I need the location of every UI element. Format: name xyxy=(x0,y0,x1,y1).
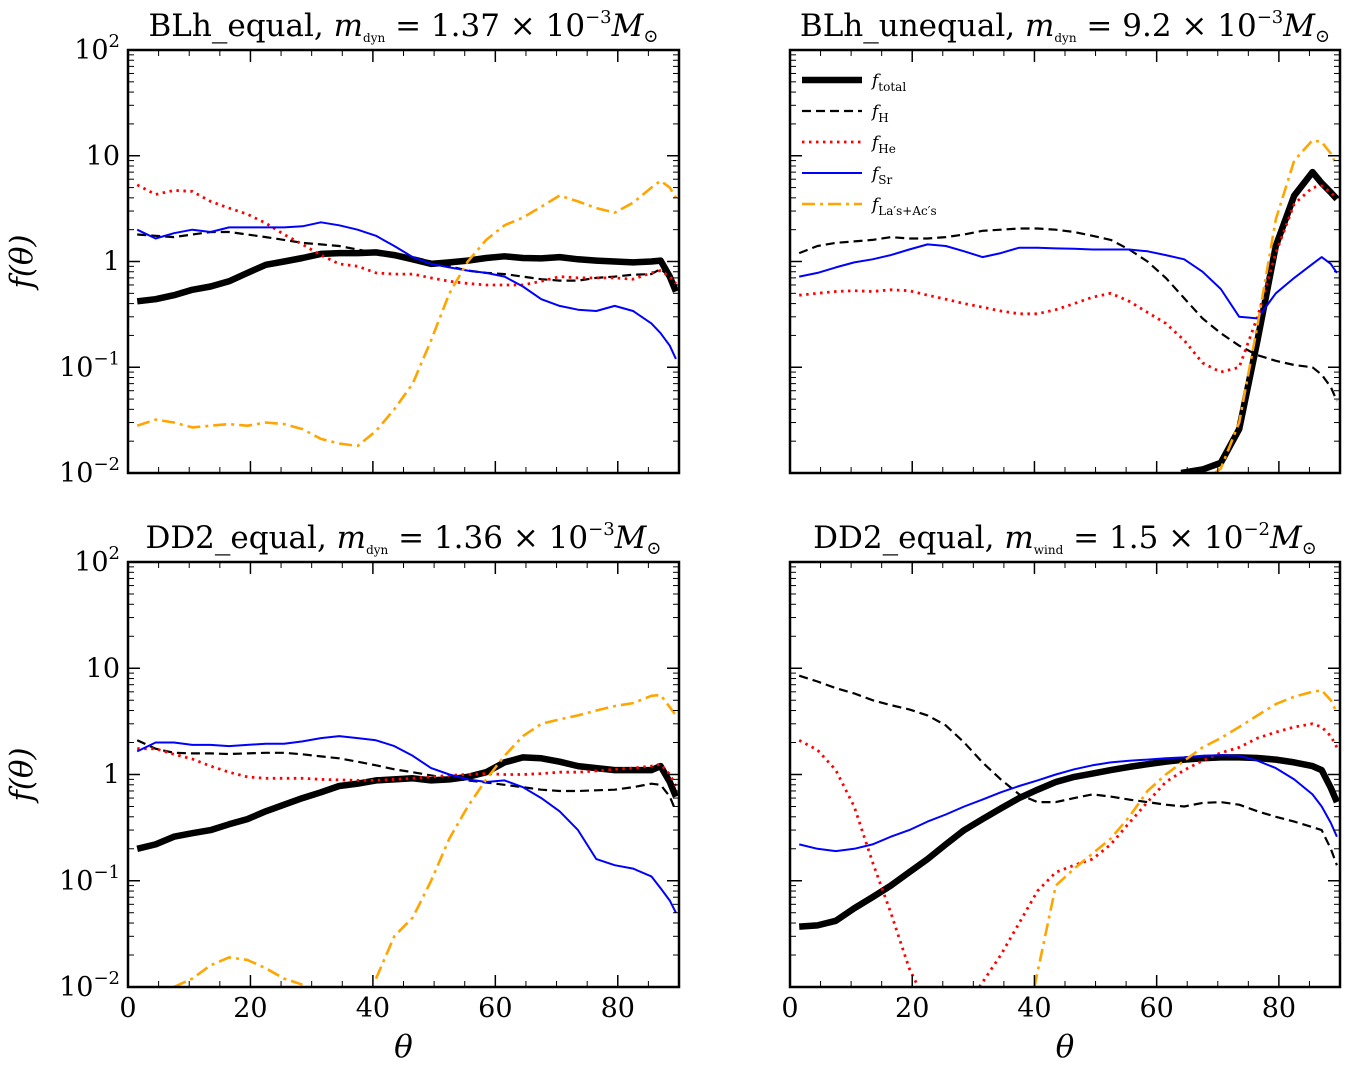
series-group xyxy=(798,674,1340,987)
series-line-sr xyxy=(136,221,677,360)
series-line-total xyxy=(798,754,1340,930)
y-tick-label: 10 xyxy=(86,141,120,172)
panel-3: DD2_equal, mdyn = 1.36 × 10−3M⊙ 102 10 1 10−… xyxy=(4,519,681,1065)
legend-label-total: ftotal xyxy=(870,71,906,94)
x-tick-label: 80 xyxy=(1262,993,1296,1024)
panel-2: BLh_unequal, mdyn = 9.2 × 10−3M⊙ ftotal fH… xyxy=(788,7,1342,475)
series-line-total xyxy=(1180,168,1340,473)
axes-frame xyxy=(126,560,681,989)
x-tick-label: 0 xyxy=(119,993,136,1024)
panel-4: DD2_equal, mwind = 1.5 × 10−2M⊙ 0 20 40 60 80… xyxy=(781,519,1342,1065)
y-tick-label: 102 xyxy=(74,31,120,66)
series-line-la xyxy=(1033,688,1339,987)
series-line-sr xyxy=(136,735,677,914)
series-group xyxy=(136,693,679,987)
x-tick-label: 20 xyxy=(233,993,267,1024)
series-line-sr xyxy=(798,754,1338,853)
series-line-he xyxy=(137,747,678,787)
y-tick-label: 10−2 xyxy=(59,968,120,1003)
panel-title: DD2_equal, mwind = 1.5 × 10−2M⊙ xyxy=(813,519,1317,559)
y-axis-label: f(θ) xyxy=(4,234,40,290)
y-axis-label: f(θ) xyxy=(4,747,40,803)
panel-title: BLh_unequal, mdyn = 9.2 × 10−3M⊙ xyxy=(800,7,1330,47)
series-group xyxy=(798,139,1340,473)
legend-label-he: fHe xyxy=(870,133,896,156)
legend: ftotal fH fHe fSr fLa′s+Ac′s xyxy=(802,71,937,218)
series-line-la xyxy=(1213,139,1339,473)
x-tick-label: 80 xyxy=(601,993,635,1024)
x-tick-label: 40 xyxy=(356,993,390,1024)
y-tick-label: 10 xyxy=(86,653,120,684)
panel-1: BLh_equal, mdyn = 1.37 × 10−3M⊙ 102 10 1 10−… xyxy=(4,7,681,489)
series-line-h xyxy=(798,227,1338,402)
x-axis-label: θ xyxy=(1056,1029,1075,1065)
x-axis-label: θ xyxy=(394,1029,413,1065)
series-line-he xyxy=(799,184,1338,374)
series-line-la xyxy=(173,956,303,987)
y-tick-label: 10−2 xyxy=(59,454,120,489)
series-line-he xyxy=(798,739,920,987)
series-line-total xyxy=(136,754,679,852)
axes-frame xyxy=(788,560,1342,989)
y-tick-label: 10−1 xyxy=(59,862,120,897)
x-tick-label: 0 xyxy=(781,993,798,1024)
series-line-total xyxy=(136,249,679,305)
panel-title: DD2_equal, mdyn = 1.36 × 10−3M⊙ xyxy=(145,519,661,559)
series-line-he xyxy=(136,183,677,287)
series-line-h xyxy=(798,674,1338,866)
y-tick-label: 1 xyxy=(103,760,120,791)
series-line-la xyxy=(374,693,677,980)
series-line-h xyxy=(136,739,677,812)
x-tick-label: 60 xyxy=(478,993,512,1024)
series-group xyxy=(136,179,679,448)
y-tick-label: 102 xyxy=(74,543,120,578)
legend-label-sr: fSr xyxy=(870,164,893,187)
x-tick-label: 40 xyxy=(1017,993,1051,1024)
series-line-he xyxy=(978,722,1339,987)
panel-title: BLh_equal, mdyn = 1.37 × 10−3M⊙ xyxy=(149,7,659,47)
x-tick-label: 20 xyxy=(895,993,929,1024)
y-tick-label: 10−1 xyxy=(59,348,120,383)
legend-label-la: fLa′s+Ac′s xyxy=(870,195,937,218)
legend-label-h: fH xyxy=(870,102,889,125)
series-line-sr xyxy=(799,243,1338,320)
series-line-la xyxy=(136,179,678,448)
x-tick-label: 60 xyxy=(1139,993,1173,1024)
y-tick-label: 1 xyxy=(103,247,120,278)
